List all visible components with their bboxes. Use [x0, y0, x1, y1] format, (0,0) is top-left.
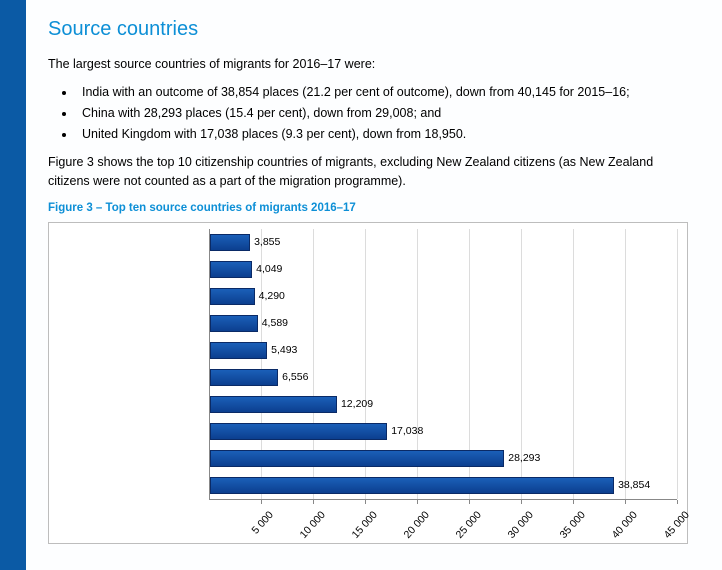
section-title: Source countries [48, 18, 686, 41]
chart-tick-label: 15 000 [338, 509, 380, 554]
chart-tick-label: 25 000 [442, 509, 484, 554]
chart-tick [573, 500, 574, 504]
chart-bar-value: 17,038 [387, 423, 423, 440]
chart-bar-value: 3,855 [250, 234, 280, 251]
chart-tick-label: 30 000 [494, 509, 536, 554]
left-accent-stripe [0, 0, 26, 570]
chart-bar [210, 315, 258, 332]
chart-bar [210, 396, 337, 413]
chart-tick [625, 500, 626, 504]
chart-bar [210, 477, 614, 494]
list-item: India with an outcome of 38,854 places (… [76, 83, 686, 102]
chart-tick [677, 500, 678, 504]
chart-x-axis [209, 499, 677, 500]
chart-tick-label: 40 000 [598, 509, 640, 554]
list-item: China with 28,293 places (15.4 per cent)… [76, 104, 686, 123]
chart-bar-value: 28,293 [504, 450, 540, 467]
list-item: United Kingdom with 17,038 places (9.3 p… [76, 125, 686, 144]
chart-tick-label: 20 000 [390, 509, 432, 554]
chart-bar-value: 5,493 [267, 342, 297, 359]
chart-tick [261, 500, 262, 504]
chart-tick [313, 500, 314, 504]
chart-bar [210, 288, 255, 305]
chart-tick [365, 500, 366, 504]
chart-tick-label: 5 000 [234, 509, 276, 554]
bar-chart: Irish Republic3,855Malaysia4,049Nepal4,2… [48, 222, 688, 544]
chart-gridline [573, 229, 574, 499]
chart-tick [469, 500, 470, 504]
chart-gridline [625, 229, 626, 499]
body-paragraph: Figure 3 shows the top 10 citizenship co… [48, 153, 686, 189]
chart-bar [210, 450, 504, 467]
chart-bar [210, 342, 267, 359]
chart-tick-label: 45 000 [650, 509, 692, 554]
figure-caption: Figure 3 – Top ten source countries of m… [48, 202, 686, 214]
chart-bar-value: 6,556 [278, 369, 308, 386]
chart-tick [417, 500, 418, 504]
chart-bar [210, 261, 252, 278]
chart-bar-value: 4,290 [255, 288, 285, 305]
chart-bar [210, 234, 250, 251]
chart-bar-value: 38,854 [614, 477, 650, 494]
chart-bar-value: 4,049 [252, 261, 282, 278]
chart-bar [210, 369, 278, 386]
document-content: Source countries The largest source coun… [48, 0, 708, 544]
chart-tick-label: 10 000 [286, 509, 328, 554]
chart-gridline [677, 229, 678, 499]
chart-bar [210, 423, 387, 440]
chart-bar-value: 12,209 [337, 396, 373, 413]
chart-tick [521, 500, 522, 504]
intro-paragraph: The largest source countries of migrants… [48, 55, 686, 73]
chart-tick-label: 35 000 [546, 509, 588, 554]
bullet-list: India with an outcome of 38,854 places (… [48, 83, 686, 143]
chart-bar-value: 4,589 [258, 315, 288, 332]
